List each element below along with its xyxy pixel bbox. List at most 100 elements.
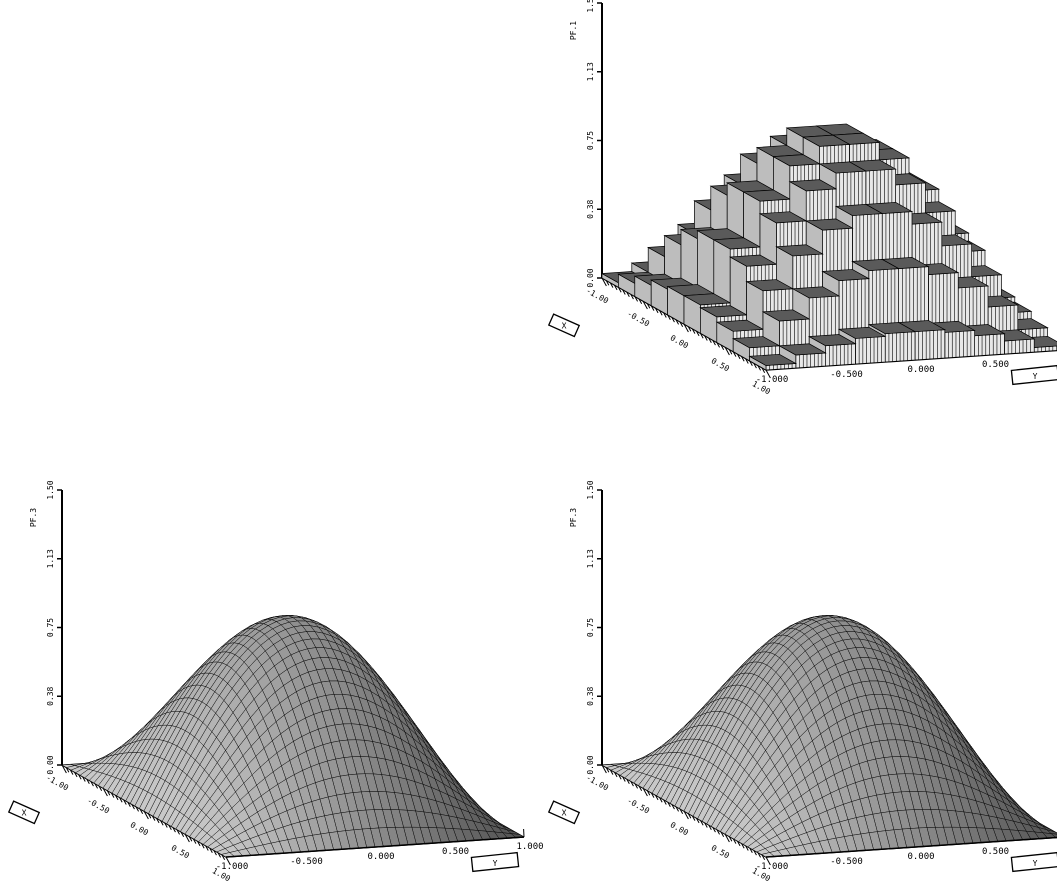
x-tick-mark (691, 328, 696, 334)
x-tick-mark (740, 842, 745, 849)
surface-front-edge (765, 836, 1057, 858)
z-tick-label: 1.13 (586, 549, 595, 568)
z-tick-label: 0.00 (46, 755, 55, 774)
cell-top-face (851, 259, 900, 271)
x-tick-label: -1.00 (584, 773, 610, 793)
z-tick-label: 0.38 (586, 199, 595, 218)
x-tick-mark (761, 367, 766, 373)
x-tick-mark (168, 824, 172, 831)
x-tick-mark (675, 319, 679, 325)
y-tick-label: 0.000 (367, 852, 394, 862)
x-tick-mark (102, 787, 108, 797)
y-tick-label: -0.500 (290, 857, 323, 867)
y-tick-label: 0.500 (442, 847, 469, 857)
x-tick-mark (679, 321, 684, 327)
x-tick-mark (605, 767, 610, 773)
x-tick-mark (609, 769, 614, 775)
x-axis-label-box (7, 800, 41, 825)
x-tick-mark (642, 300, 648, 310)
z-tick-label: 0.75 (586, 618, 595, 637)
x-tick-mark (724, 346, 730, 356)
surface-plot-bottom-right: 0.00 0.38 0.75 1.13 1.50 PF.3 -1.00 -0.50 0.00 0.… (540, 480, 1057, 887)
cell-top-face (808, 334, 857, 347)
x-tick-mark (667, 314, 671, 321)
x-tick-label: -0.50 (625, 309, 651, 329)
y-tick-label: -1.000 (756, 862, 789, 872)
x-tick-mark (671, 803, 675, 810)
x-tick-mark (73, 771, 78, 778)
x-tick-mark (609, 282, 614, 288)
x-tick-mark (765, 856, 771, 866)
x-tick-mark (630, 780, 634, 787)
plot0-surface (600, 123, 1057, 371)
x-tick-mark (728, 349, 733, 355)
x-tick-mark (613, 284, 618, 291)
x-tick-mark (753, 362, 757, 369)
x-tick-mark (221, 854, 226, 860)
x-tick-mark (613, 771, 618, 778)
cell-top-face (834, 204, 884, 216)
x-tick-label: 0.50 (710, 843, 731, 860)
cell-top-face (867, 322, 917, 335)
cell-top-face (788, 179, 838, 192)
x-axis-label-box (547, 313, 581, 338)
x-tick-mark (114, 794, 119, 801)
y-tick-label: -0.500 (830, 857, 863, 867)
x-tick-mark (213, 849, 217, 856)
x-tick-label: 0.00 (669, 820, 690, 837)
x-tick-mark (209, 847, 213, 854)
x-tick-mark (671, 316, 675, 323)
cell-top-face (818, 161, 867, 174)
x-tick-mark (663, 799, 667, 805)
x-tick-mark (708, 337, 712, 344)
x-tick-mark (617, 286, 622, 293)
surface-plot-bottom-left: 0.00 0.38 0.75 1.13 1.50 PF.3 -1.00 -0.50 0.00 0.… (0, 480, 544, 887)
x-tick-mark (217, 852, 221, 858)
x-tick-mark (155, 817, 160, 824)
plot2-surface (601, 615, 1057, 858)
x-tick-mark (765, 369, 771, 379)
x-tick-mark (736, 840, 741, 847)
x-tick-mark (622, 289, 626, 295)
z-tick-label: 1.50 (586, 0, 595, 13)
x-tick-mark (749, 847, 753, 854)
x-tick-mark (90, 780, 94, 787)
x-tick-mark (724, 833, 730, 843)
x-tick-mark (695, 817, 700, 824)
surface-plot-svg: 0.00 0.38 0.75 1.13 1.50 PF.3 -1.00 -0.50 0.00 0.… (547, 480, 1057, 884)
x-tick-mark (617, 773, 622, 780)
x-axis-label: X (562, 808, 567, 817)
x-tick-mark (151, 815, 156, 821)
z-tick-label: 1.50 (46, 480, 55, 499)
z-tick-label: 0.00 (586, 268, 595, 287)
x-tick-mark (683, 323, 689, 333)
x-tick-mark (732, 351, 737, 357)
x-tick-mark (658, 796, 663, 803)
x-tick-mark (205, 845, 209, 851)
y-tick-label: 0.000 (907, 365, 934, 375)
x-axis-label: X (22, 808, 27, 817)
x-tick-mark (77, 773, 82, 780)
x-tick-mark (192, 838, 197, 844)
x-tick-mark (687, 326, 692, 332)
cell-top-face (805, 218, 854, 231)
x-tick-mark (106, 790, 111, 796)
x-tick-mark (663, 312, 667, 318)
x-tick-label: 0.00 (669, 333, 690, 350)
x-tick-mark (638, 298, 643, 304)
x-tick-mark (699, 332, 704, 339)
x-tick-mark (667, 801, 671, 808)
x-tick-label: -1.00 (584, 286, 610, 306)
x-tick-label: 0.00 (129, 820, 150, 837)
x-tick-mark (712, 826, 716, 833)
y-tick-label: 0.500 (982, 360, 1009, 370)
x-tick-label: -0.50 (85, 796, 111, 816)
x-tick-mark (728, 836, 733, 842)
cell-top-face (761, 309, 811, 322)
z-tick-label: 1.13 (46, 549, 55, 568)
x-tick-mark (634, 296, 638, 302)
x-tick-mark (82, 776, 86, 782)
x-tick-mark (626, 778, 630, 785)
x-tick-mark (704, 822, 708, 828)
y-tick-label: 1.000 (516, 842, 543, 852)
